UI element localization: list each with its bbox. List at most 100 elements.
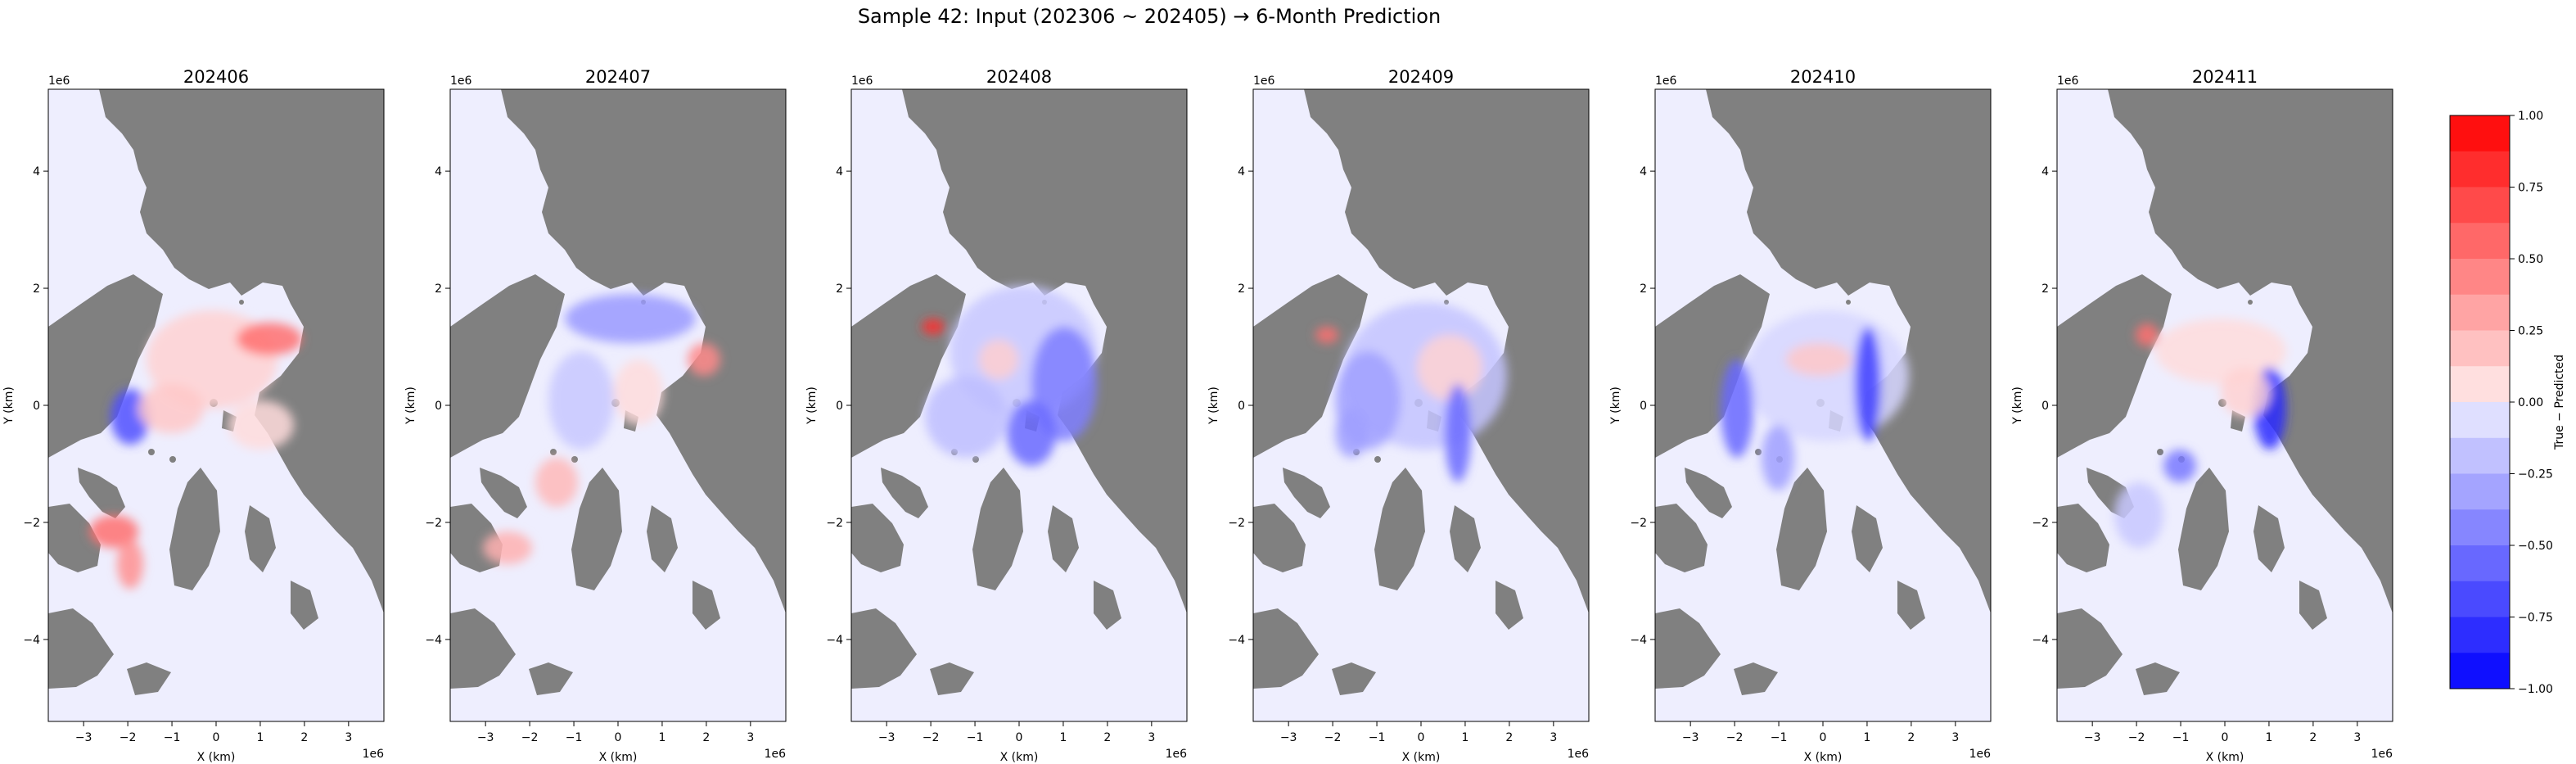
x-tick-label: 2 xyxy=(702,731,710,744)
colorbar-level xyxy=(2450,223,2510,260)
x-tick-label: 1 xyxy=(1461,731,1468,744)
x-offset-label: 1e6 xyxy=(2371,748,2393,761)
anomaly-field xyxy=(922,286,1097,466)
colorbar-level xyxy=(2450,115,2510,152)
x-tick-label: −3 xyxy=(2084,731,2101,744)
x-tick-label: −3 xyxy=(1280,731,1297,744)
colorbar-level xyxy=(2450,187,2510,224)
y-offset-label: 1e6 xyxy=(2057,75,2079,88)
anomaly-field xyxy=(89,310,302,589)
x-axis-label: X (km) xyxy=(197,751,236,764)
colorbar-level xyxy=(2450,473,2510,510)
y-tick-label: 4 xyxy=(836,165,843,179)
x-tick-label: 0 xyxy=(615,731,622,744)
y-tick-label: 0 xyxy=(1238,400,1245,413)
y-axis-label: Y (km) xyxy=(2,387,16,425)
colorbar-tick-label: −0.25 xyxy=(2518,468,2553,481)
colorbar-level xyxy=(2450,294,2510,331)
x-tick-label: −2 xyxy=(1726,731,1744,744)
y-tick-label: 4 xyxy=(435,165,442,179)
panel-1: −3 −2 −1 0 1 2 3 −4 −2 0 2 4 202406 X (km) Y (km) 1e6 1e… xyxy=(2,67,385,764)
x-tick-label: −3 xyxy=(878,731,896,744)
colorbar-tick-label: 0.50 xyxy=(2518,253,2543,266)
colorbar-tick-label: 0.25 xyxy=(2518,325,2543,338)
x-axis-label: X (km) xyxy=(1804,751,1843,764)
x-tick-label: −2 xyxy=(120,731,137,744)
y-tick-label: 4 xyxy=(33,165,40,179)
x-tick-label: −2 xyxy=(2128,731,2145,744)
x-tick-label: −1 xyxy=(2172,731,2190,744)
y-tick-label: −2 xyxy=(23,517,40,530)
y-tick-label: −2 xyxy=(425,517,442,530)
map-heatmap xyxy=(48,89,384,721)
x-tick-label: −2 xyxy=(521,731,539,744)
panels: −3 −2 −1 0 1 2 3 −4 −2 0 2 4 202406 X (km) Y (km) 1e6 1e… xyxy=(2,67,2393,764)
y-tick-label: −4 xyxy=(425,634,442,647)
y-tick-label: −4 xyxy=(1228,634,1245,647)
y-axis-label: Y (km) xyxy=(404,387,417,425)
y-tick-label: 2 xyxy=(2041,283,2049,296)
y-tick-label: 2 xyxy=(836,283,843,296)
x-tick-label: 3 xyxy=(2353,731,2361,744)
x-offset-label: 1e6 xyxy=(1166,748,1188,761)
x-axis-label: X (km) xyxy=(599,751,638,764)
y-offset-label: 1e6 xyxy=(48,75,70,88)
x-offset-label: 1e6 xyxy=(1969,748,1992,761)
y-tick-label: 2 xyxy=(1238,283,1245,296)
panel-title: 202411 xyxy=(2192,67,2258,87)
x-tick-label: −1 xyxy=(1369,731,1386,744)
x-tick-label: −3 xyxy=(1682,731,1699,744)
x-tick-label: 2 xyxy=(1907,731,1915,744)
y-offset-label: 1e6 xyxy=(1253,75,1275,88)
y-axis-label: Y (km) xyxy=(2011,387,2024,425)
colorbar-level xyxy=(2450,151,2510,188)
y-tick-label: −2 xyxy=(1630,517,1647,530)
colorbar-tick-label: −1.00 xyxy=(2518,683,2553,696)
map-heatmap xyxy=(2057,89,2393,721)
colorbar-level xyxy=(2450,366,2510,403)
x-tick-label: 1 xyxy=(256,731,264,744)
x-tick-label: 1 xyxy=(1059,731,1067,744)
y-tick-label: 2 xyxy=(1640,283,1647,296)
anomaly-field xyxy=(1315,302,1507,482)
y-tick-label: −2 xyxy=(826,517,843,530)
y-offset-label: 1e6 xyxy=(450,75,472,88)
colorbar-level xyxy=(2450,653,2510,689)
map-heatmap xyxy=(851,89,1187,721)
y-axis-label: Y (km) xyxy=(805,387,819,425)
x-tick-label: 1 xyxy=(1863,731,1870,744)
x-tick-label: 1 xyxy=(2265,731,2272,744)
colorbar-level xyxy=(2450,509,2510,546)
y-tick-label: 4 xyxy=(1640,165,1647,179)
panel-2: −3 −2 −1 0 1 2 3 −4 −2 0 2 4 202407 X (km) Y (km) 1e6 1e… xyxy=(404,67,787,764)
x-tick-label: 0 xyxy=(1820,731,1827,744)
colorbar: 1.00 0.75 0.50 0.25 0.00 −0.25 −0.50 −0.75 −1.00… xyxy=(2449,110,2566,696)
figure-title: Sample 42: Input (202306 ~ 202405) → 6-M… xyxy=(858,5,1441,28)
colorbar-level xyxy=(2450,581,2510,617)
colorbar-level xyxy=(2450,545,2510,582)
y-tick-label: 0 xyxy=(836,400,843,413)
y-tick-label: 0 xyxy=(33,400,40,413)
y-tick-label: −4 xyxy=(826,634,843,647)
x-tick-label: −3 xyxy=(75,731,92,744)
x-offset-label: 1e6 xyxy=(1568,748,1590,761)
x-tick-label: −2 xyxy=(923,731,940,744)
colorbar-level xyxy=(2450,330,2510,367)
y-tick-label: −2 xyxy=(2032,517,2049,530)
y-tick-label: −4 xyxy=(2032,634,2049,647)
map-heatmap xyxy=(1253,89,1589,721)
x-axis-label: X (km) xyxy=(1402,751,1441,764)
panel-4: −3 −2 −1 0 1 2 3 −4 −2 0 2 4 202409 X (km) Y (km) 1e6 1e… xyxy=(1207,67,1590,764)
x-tick-label: 0 xyxy=(1418,731,1425,744)
map-heatmap xyxy=(450,89,786,721)
panel-title: 202408 xyxy=(986,67,1052,87)
anomaly-field xyxy=(2114,319,2286,548)
panel-6: −3 −2 −1 0 1 2 3 −4 −2 0 2 4 202411 X (km) Y (km) 1e6 1e… xyxy=(2011,67,2393,764)
y-tick-label: 2 xyxy=(33,283,40,296)
colorbar-tick-label: 0.00 xyxy=(2518,396,2543,409)
x-axis-label: X (km) xyxy=(2206,751,2244,764)
x-tick-label: −2 xyxy=(1324,731,1342,744)
colorbar-tick-label: 0.75 xyxy=(2518,182,2543,195)
panel-3: −3 −2 −1 0 1 2 3 −4 −2 0 2 4 202408 X (km) Y (km) 1e6 1e… xyxy=(805,67,1188,764)
x-offset-label: 1e6 xyxy=(765,748,787,761)
